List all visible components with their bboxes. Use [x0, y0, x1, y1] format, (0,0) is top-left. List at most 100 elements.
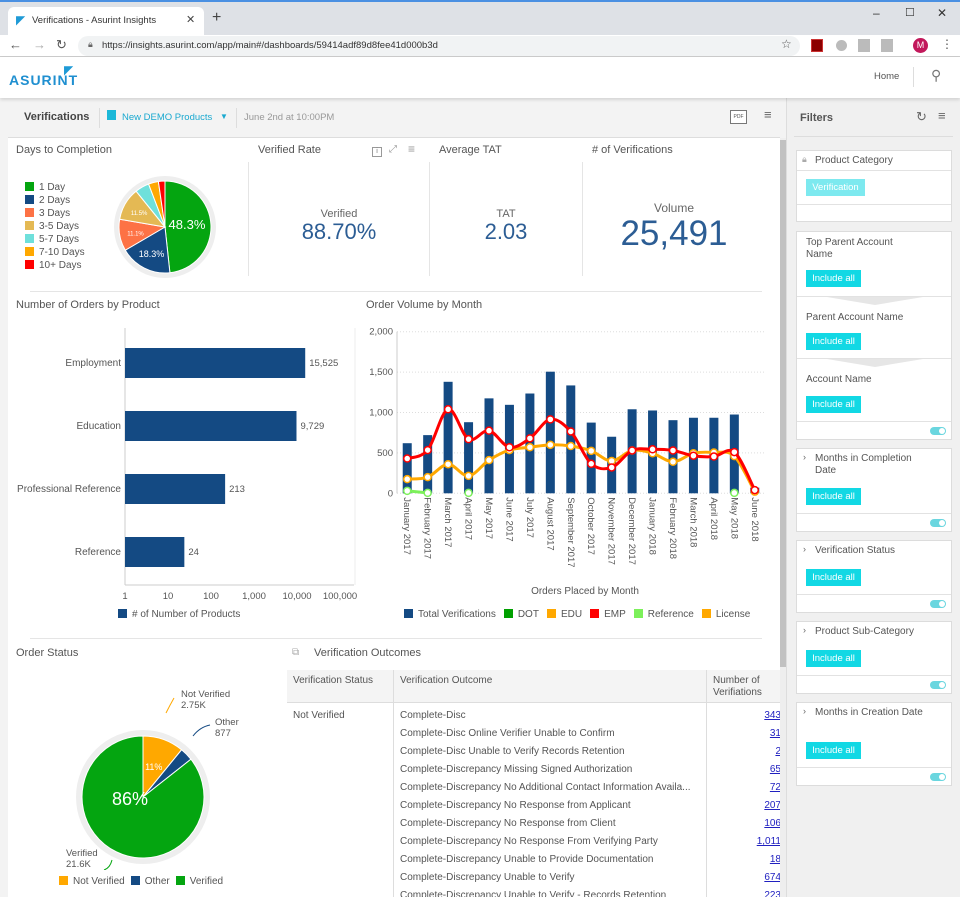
maximize-icon[interactable]: ☐ [905, 7, 915, 19]
close-tab-icon[interactable]: ✕ [186, 14, 196, 26]
chevron-right-icon[interactable]: › [803, 544, 806, 554]
value-label: 213 [229, 484, 245, 495]
include-all-button[interactable]: Include all [806, 270, 861, 287]
order-volume-title: Order Volume by Month [366, 299, 483, 311]
filter-toggle[interactable] [930, 681, 946, 689]
legend-item[interactable]: EDU [546, 609, 582, 620]
close-window-icon[interactable]: ✕ [937, 6, 948, 20]
outcomes-title: Verification Outcomes [314, 647, 421, 659]
forward-icon[interactable]: → [33, 37, 46, 52]
x-tick-label: June 2017 [503, 497, 514, 541]
count-link[interactable]: 31 [769, 728, 781, 739]
filter-product-sub-category: › Product Sub-Category Include all [796, 621, 952, 694]
count-link[interactable]: 1,011 [756, 836, 781, 847]
days-to-completion-title: Days to Completion [16, 144, 112, 156]
chevron-right-icon[interactable]: › [803, 706, 806, 716]
chevron-right-icon[interactable]: › [803, 625, 806, 635]
legend-item[interactable]: Not Verified [59, 876, 125, 887]
dashboard-menu-icon[interactable]: ≡ [764, 107, 772, 122]
scrollbar-thumb[interactable] [780, 140, 786, 667]
column-header[interactable]: Verification Outcome [400, 675, 493, 686]
chevron-right-icon[interactable]: › [803, 452, 806, 462]
asurint-favicon-icon: ◤ [16, 13, 26, 27]
divider [797, 296, 951, 297]
point-edu [464, 471, 473, 481]
line-emp [406, 407, 757, 491]
include-all-button[interactable]: Include all [806, 333, 861, 350]
point-edu [546, 440, 555, 450]
legend-item[interactable]: Verified [175, 876, 223, 887]
filter-toggle[interactable] [930, 427, 946, 435]
profile-avatar[interactable]: M [913, 38, 928, 53]
legend-label: 5-7 Days [39, 234, 80, 245]
filter-toggle[interactable] [930, 600, 946, 608]
info-icon[interactable]: i [372, 147, 382, 157]
legend-label: 1 Day [39, 182, 66, 193]
legend-item[interactable]: Total Verifications [404, 609, 496, 620]
column-header[interactable]: Number of Verifiations [713, 675, 762, 698]
count-link[interactable]: 18 [769, 854, 781, 865]
extension-icon[interactable] [836, 40, 847, 51]
column-header[interactable]: Verification Status [293, 675, 374, 686]
url-text: https://insights.asurint.com/app/main#/d… [102, 40, 438, 51]
new-tab-icon[interactable]: + [212, 9, 222, 26]
legend-swatch [118, 609, 127, 618]
back-icon[interactable]: ← [9, 37, 22, 52]
count-link[interactable]: 223 [764, 890, 781, 897]
point-edu [423, 472, 432, 482]
pdf-export-button[interactable]: PDF [730, 110, 747, 124]
include-all-button[interactable]: Include all [806, 569, 861, 586]
browser-menu-icon[interactable]: ⋮ [941, 37, 953, 51]
reload-icon[interactable]: ↻ [56, 37, 67, 52]
num-verifications-kpi: Volume 25,491 [583, 201, 765, 253]
browser-tab[interactable]: ◤ Verifications - Asurint Insights ✕ [8, 7, 204, 37]
lock-icon: 🔒︎ [88, 39, 93, 49]
extension-icon[interactable] [858, 39, 870, 52]
value-label: 2.75K [181, 700, 206, 711]
count-link[interactable]: 2 [775, 746, 781, 757]
legend-item[interactable]: Other [130, 876, 170, 887]
include-all-button[interactable]: Include all [806, 650, 861, 667]
count-link[interactable]: 72 [769, 782, 781, 793]
extension-icon[interactable] [881, 39, 893, 52]
reset-filters-icon[interactable]: ↻ [916, 109, 927, 124]
count-link[interactable]: 106 [764, 818, 781, 829]
bar-reference [125, 537, 185, 567]
filter-toggle[interactable] [930, 519, 946, 527]
filter-chip-verification[interactable]: Verification [806, 179, 865, 196]
datasource-link[interactable]: New DEMO Products [122, 112, 213, 123]
point-emp [423, 445, 432, 455]
days-to-completion-pie: 48.3% 18.3% 11.1% 11.5% [114, 176, 216, 278]
legend-item[interactable]: License [701, 609, 750, 620]
category-label: Reference [75, 547, 122, 558]
include-all-button[interactable]: Include all [806, 396, 861, 413]
star-icon[interactable]: ☆ [781, 37, 792, 51]
minimize-icon[interactable]: – [873, 6, 880, 20]
scrollbar-track[interactable] [780, 138, 786, 897]
legend-label: Not Verified [73, 876, 125, 887]
nav-home-link[interactable]: Home [874, 71, 900, 82]
point-edu [525, 442, 535, 452]
asurint-logo[interactable]: ASURINT [9, 72, 79, 88]
count-link[interactable]: 207 [764, 800, 781, 811]
include-all-button[interactable]: Include all [806, 742, 861, 759]
user-icon[interactable]: ⚲ [931, 67, 942, 83]
legend-item[interactable]: EMP [590, 609, 626, 620]
count-link[interactable]: 343 [764, 710, 781, 721]
widget-menu-icon[interactable]: ≡ [408, 142, 416, 156]
datasource-dropdown-icon[interactable]: ▼ [220, 112, 228, 121]
url-input[interactable]: 🔒︎ https://insights.asurint.com/app/main… [78, 36, 800, 56]
legend-item[interactable]: DOT [503, 609, 539, 620]
category-label: Professional Reference [17, 484, 121, 495]
order-volume-legend: Total Verifications DOT EDU EMP Reference Lic… [404, 609, 758, 620]
count-link[interactable]: 674 [764, 872, 781, 883]
filters-menu-icon[interactable]: ≡ [938, 108, 946, 123]
point-edu [443, 459, 453, 469]
pdf-extension-icon[interactable] [811, 39, 823, 52]
count-link[interactable]: 65 [769, 764, 781, 775]
legend-swatch [590, 609, 600, 618]
legend-item[interactable]: Reference [633, 609, 694, 620]
filter-toggle[interactable] [930, 773, 946, 781]
include-all-button[interactable]: Include all [806, 488, 861, 505]
expand-icon[interactable]: ⤢ [389, 144, 397, 155]
